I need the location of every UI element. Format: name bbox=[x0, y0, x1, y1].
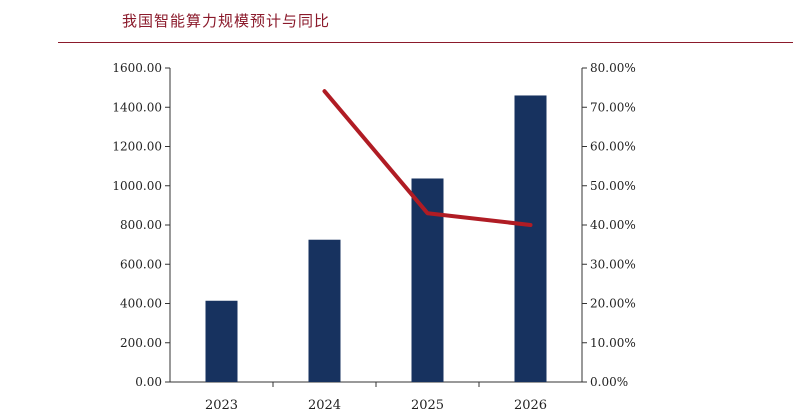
x-tick-label: 2025 bbox=[411, 398, 444, 413]
left-tick-label: 1600.00 bbox=[112, 61, 162, 75]
left-tick-label: 800.00 bbox=[120, 218, 162, 232]
left-tick-label: 400.00 bbox=[120, 297, 162, 311]
yoy-growth-line bbox=[322, 89, 533, 227]
right-tick-label: 10.00% bbox=[590, 336, 636, 350]
left-tick-label: 1400.00 bbox=[112, 100, 162, 114]
left-tick-label: 0.00 bbox=[135, 375, 162, 389]
right-tick-label: 60.00% bbox=[590, 140, 636, 154]
right-tick-label: 40.00% bbox=[590, 218, 636, 232]
bar bbox=[308, 239, 341, 382]
title-rule bbox=[58, 42, 793, 43]
x-tick-label: 2023 bbox=[205, 398, 238, 413]
bar bbox=[514, 95, 547, 382]
left-tick-label: 200.00 bbox=[120, 336, 162, 350]
bar bbox=[205, 300, 238, 382]
right-tick-label: 50.00% bbox=[590, 179, 636, 193]
x-tick-label: 2024 bbox=[308, 398, 341, 413]
chart-title: 我国智能算力规模预计与同比 bbox=[122, 12, 331, 30]
right-tick-label: 30.00% bbox=[590, 257, 636, 271]
bar bbox=[411, 178, 444, 382]
left-tick-label: 600.00 bbox=[120, 257, 162, 271]
left-tick-label: 1200.00 bbox=[112, 140, 162, 154]
right-tick-label: 0.00% bbox=[590, 375, 628, 389]
left-tick-label: 1000.00 bbox=[112, 179, 162, 193]
right-tick-label: 80.00% bbox=[590, 61, 636, 75]
right-tick-label: 70.00% bbox=[590, 100, 636, 114]
x-tick-label: 2026 bbox=[514, 398, 547, 413]
right-tick-label: 20.00% bbox=[590, 297, 636, 311]
